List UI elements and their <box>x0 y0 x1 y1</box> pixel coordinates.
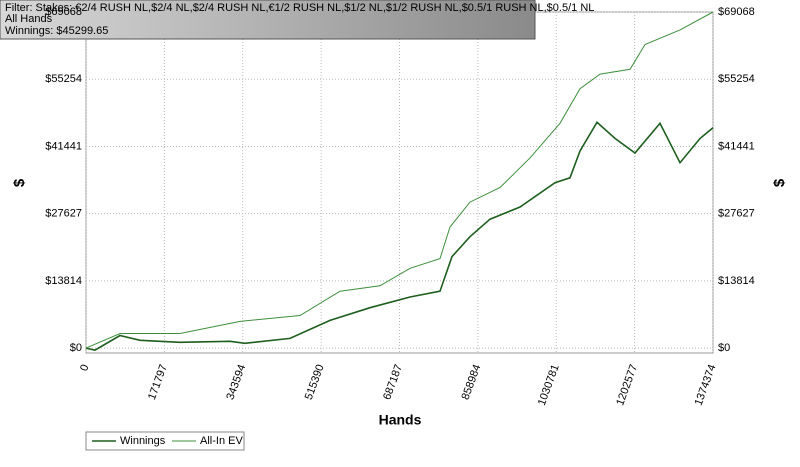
y-tick-label: $41441 <box>45 140 82 152</box>
x-tick-label: 0 <box>78 363 91 373</box>
y-axis-label: $ <box>11 178 28 187</box>
filter-text: Winnings: $45299.65 <box>5 25 108 37</box>
y2-axis-label: $ <box>771 178 788 187</box>
y-tick-label: $27627 <box>45 208 82 220</box>
legend <box>85 431 245 451</box>
plot-area <box>85 11 714 354</box>
y-tick-label: $69068 <box>45 6 82 18</box>
legend-label: Winnings <box>120 435 166 447</box>
x-tick-label: 687187 <box>381 363 405 402</box>
y2-tick-label: $27627 <box>718 208 755 220</box>
x-axis-label: Hands <box>379 412 422 428</box>
filter-text: Filter: Stakes: €2/4 RUSH NL,$2/4 NL,$2/… <box>5 2 594 14</box>
y2-tick-label: $13814 <box>718 275 755 287</box>
x-tick-label: 1202577 <box>614 363 640 407</box>
x-tick-label: 171797 <box>146 363 170 402</box>
y-tick-label: $55254 <box>45 73 82 85</box>
y2-tick-label: $0 <box>718 342 730 354</box>
series-line <box>85 121 714 351</box>
x-tick-label: 858984 <box>460 363 484 402</box>
filter-box <box>0 0 536 40</box>
y-tick-label: $13814 <box>45 275 82 287</box>
x-tick-label: 515390 <box>303 363 327 402</box>
x-tick-label: 1374374 <box>693 363 719 407</box>
x-tick-label: 1030781 <box>536 363 562 407</box>
series-line <box>85 11 714 349</box>
x-tick-label: 343594 <box>224 363 248 402</box>
filter-text: All Hands <box>5 13 53 25</box>
legend-label: All-In EV <box>200 435 243 447</box>
y2-tick-label: $41441 <box>718 140 755 152</box>
y-tick-label: $0 <box>70 342 82 354</box>
y2-tick-label: $55254 <box>718 73 755 85</box>
y2-tick-label: $69068 <box>718 6 755 18</box>
